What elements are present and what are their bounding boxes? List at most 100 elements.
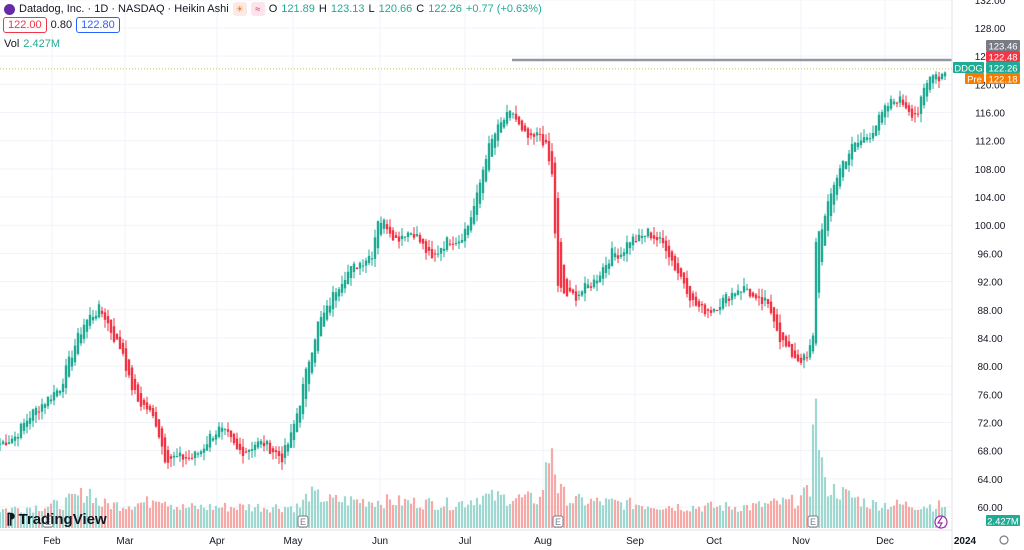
volume-bar: [433, 509, 437, 528]
volume-bar: [445, 497, 449, 528]
candle-body: [76, 332, 80, 354]
market-closed-icon[interactable]: ☀: [232, 2, 247, 16]
volume-bar: [925, 508, 929, 528]
volume-bar: [625, 500, 629, 528]
candle-body: [658, 237, 662, 239]
candle-body: [322, 312, 326, 327]
candle-body: [853, 142, 857, 152]
candle-body: [73, 345, 77, 363]
candle-body: [550, 151, 554, 175]
datadog-logo-icon: [4, 3, 15, 15]
candle-body: [190, 457, 194, 459]
volume-bar: [502, 494, 506, 528]
volume-bar: [436, 509, 440, 528]
candle-body: [232, 433, 236, 444]
volume-bar: [865, 507, 869, 528]
candle-body: [253, 444, 257, 451]
candle-body: [91, 316, 95, 321]
volume-bar: [892, 505, 896, 528]
candle-body: [913, 113, 917, 115]
candle-body: [169, 456, 173, 459]
volume-bar: [316, 489, 320, 528]
candle-body: [595, 280, 599, 284]
price-label-ref-bg: [986, 40, 1020, 51]
candle-body: [256, 441, 260, 448]
candle-body: [424, 241, 428, 253]
price-tick-label: 76.00: [977, 390, 1002, 401]
volume-bar: [622, 509, 626, 528]
volume-bar: [271, 507, 275, 528]
volume-bar: [871, 500, 875, 528]
sell-button[interactable]: 122.00: [3, 17, 47, 33]
price-tick-label: 84.00: [977, 334, 1002, 345]
volume-legend[interactable]: Vol 2.427M: [4, 38, 60, 50]
volume-bar: [769, 500, 773, 528]
volume-bar: [856, 496, 860, 528]
volume-bar: [292, 512, 296, 528]
volume-bars: [0, 398, 947, 528]
buy-button[interactable]: 122.80: [76, 17, 120, 33]
candle-body: [898, 96, 902, 103]
candle-body: [421, 238, 425, 244]
candle-body: [187, 457, 191, 459]
candle-body: [355, 267, 359, 270]
volume-bar: [844, 489, 848, 528]
volume-bar: [208, 504, 212, 528]
candle-body: [478, 182, 482, 204]
high-value: 123.13: [330, 3, 365, 15]
volume-bar: [181, 504, 185, 528]
volume-bar: [757, 501, 761, 528]
volume-bar: [112, 502, 116, 528]
volume-bar: [508, 503, 512, 528]
volume-bar: [883, 502, 887, 528]
candle-body: [349, 266, 353, 278]
candle-body: [103, 312, 107, 320]
volume-bar: [94, 497, 98, 528]
volume-bar: [604, 498, 608, 528]
candle-body: [235, 438, 239, 450]
candle-body: [334, 292, 338, 301]
candle-body: [877, 114, 881, 131]
candle-body: [439, 247, 443, 254]
candle-body: [154, 412, 158, 427]
symbol-title[interactable]: Datadog, Inc. · 1D · NASDAQ · Heikin Ash…: [19, 3, 229, 15]
volume-bar: [163, 501, 167, 528]
volume-bar: [631, 509, 635, 528]
volume-bar: [868, 508, 872, 528]
candle-body: [916, 113, 920, 115]
price-tick-label: 100.00: [975, 221, 1006, 232]
volume-bar: [418, 507, 422, 528]
candle-body: [661, 237, 665, 244]
time-tick-label: Mar: [116, 536, 134, 547]
volume-bar: [733, 506, 737, 528]
tradingview-logo[interactable]: ⁋ TradingView: [6, 510, 107, 529]
volume-bar: [313, 490, 317, 528]
volume-bar: [238, 503, 242, 528]
volume-bar: [736, 511, 740, 528]
candle-body: [847, 153, 851, 166]
candle-body: [568, 287, 572, 292]
volume-bar: [259, 511, 263, 528]
candle-body: [367, 255, 371, 264]
candle-body: [676, 263, 680, 274]
candle-body: [94, 315, 98, 319]
volume-bar: [406, 500, 410, 528]
volume-bar: [598, 501, 602, 528]
candle-body: [799, 357, 803, 363]
volume-bar: [919, 509, 923, 528]
gear-icon[interactable]: [999, 535, 1009, 545]
volume-bar: [886, 509, 890, 528]
volume-bar: [523, 494, 527, 528]
volume-bar: [904, 501, 908, 528]
volume-bar: [646, 506, 650, 528]
volume-bar: [676, 504, 680, 528]
candle-body: [580, 291, 584, 296]
volume-bar: [322, 501, 326, 528]
candle-body: [64, 365, 68, 388]
indicator-settings-icon[interactable]: ≈: [250, 2, 265, 16]
candle-body: [538, 133, 542, 135]
candle-body: [622, 252, 626, 256]
volume-bar: [76, 495, 80, 528]
volume-bar: [715, 506, 719, 528]
